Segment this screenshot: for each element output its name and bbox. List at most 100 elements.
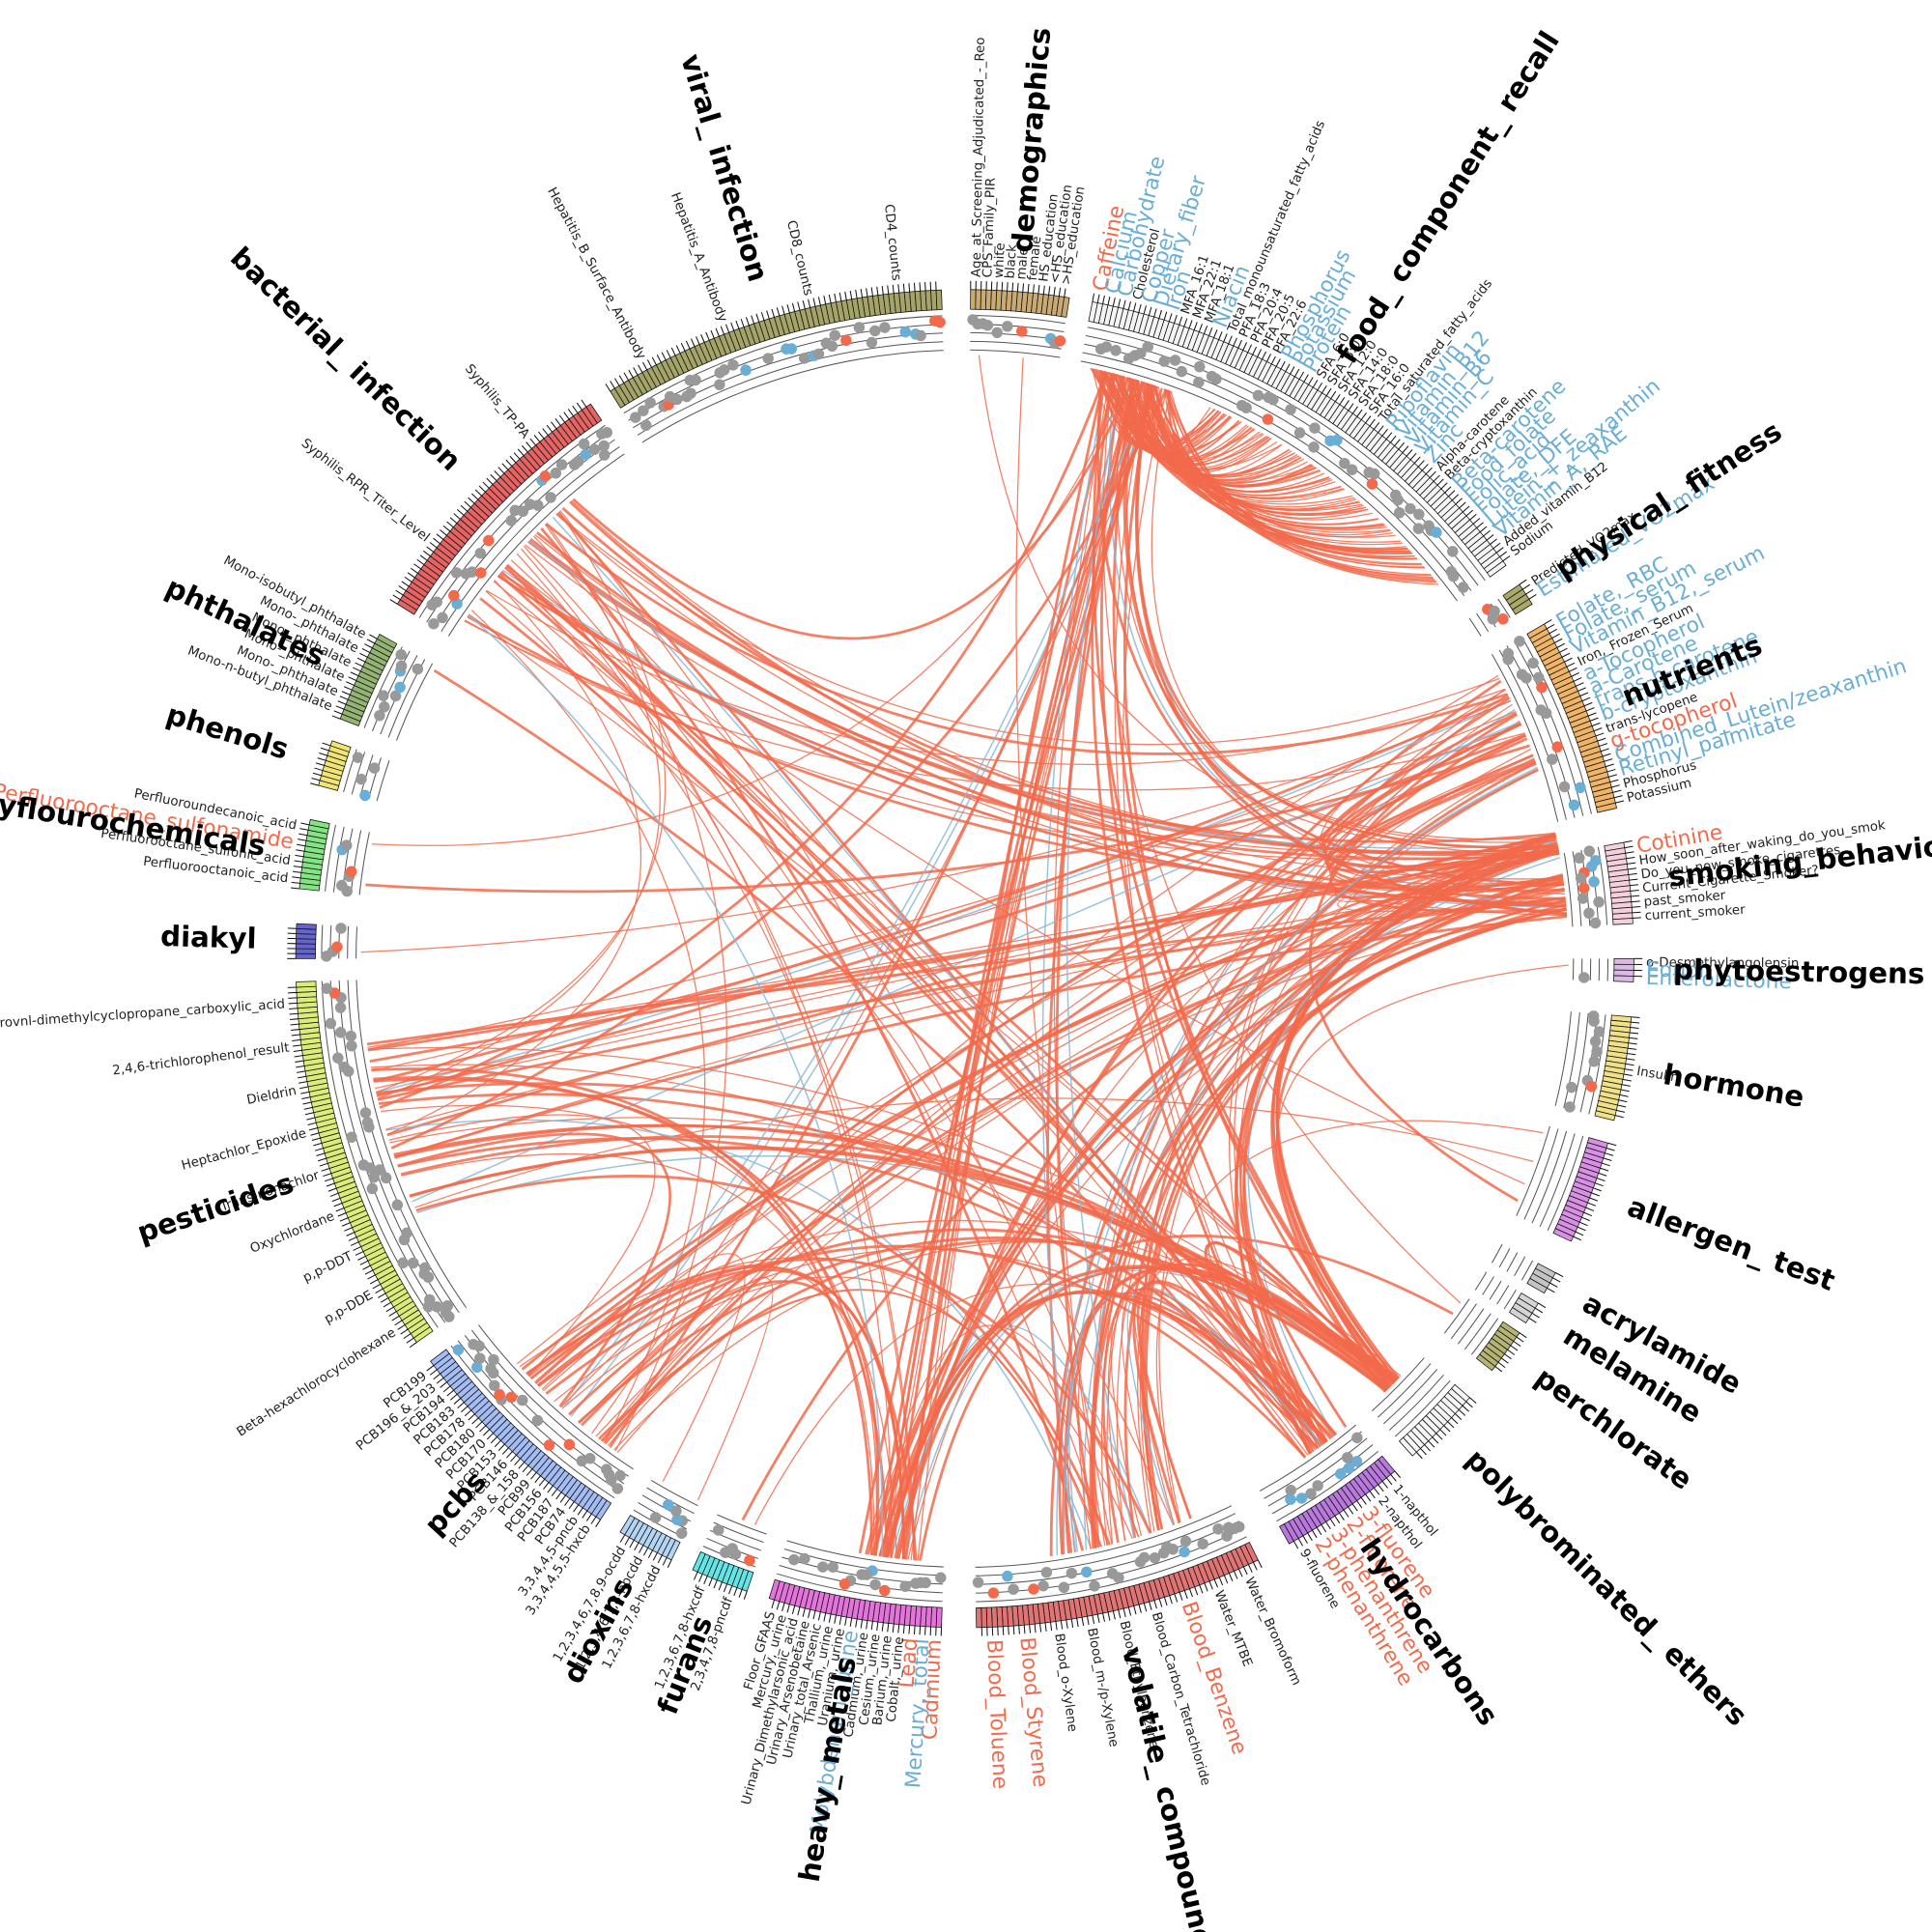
track-dot <box>1393 507 1406 519</box>
sector-tick <box>312 772 322 777</box>
track-dot <box>1089 1580 1100 1592</box>
sector-tick <box>1188 320 1193 329</box>
track-line <box>1506 1252 1519 1272</box>
sector-tick <box>1631 1016 1640 1019</box>
sector-tick <box>802 1607 806 1617</box>
variable-label: white <box>992 242 1009 278</box>
sector-tick <box>314 767 324 772</box>
sector-tick <box>355 1251 364 1256</box>
sector-tick <box>1614 1115 1624 1119</box>
track-dot <box>812 348 825 360</box>
sector-tick <box>353 667 361 672</box>
track-line <box>1496 1285 1510 1305</box>
sector-tick <box>1293 368 1300 378</box>
sector-tick <box>1049 1622 1053 1632</box>
sector-tick <box>1153 1600 1157 1609</box>
sector-name: phenols <box>162 697 293 766</box>
sector-tick <box>400 1328 409 1335</box>
sector-tick <box>1579 1221 1588 1227</box>
sector-tick <box>1596 1178 1605 1181</box>
link <box>1329 760 1567 913</box>
sector-tick <box>924 281 926 291</box>
link <box>866 898 1567 1555</box>
sector-tick <box>908 1625 911 1634</box>
sector-tick <box>1499 551 1508 557</box>
track-dot <box>357 1159 370 1171</box>
sector-tick <box>624 1537 630 1546</box>
track-line <box>1516 1125 1550 1216</box>
sector-tick <box>429 542 438 549</box>
link <box>1152 384 1406 550</box>
sector-tick <box>1619 1094 1629 1097</box>
sector-tick <box>343 686 353 691</box>
track-dot <box>1100 341 1113 353</box>
track-line <box>1388 1374 1444 1431</box>
track-dot <box>391 1199 404 1211</box>
sector-tick <box>362 1264 371 1270</box>
track-line <box>1377 1363 1432 1418</box>
sector-tick <box>1528 593 1537 600</box>
variable-label: p,p-DDE <box>322 1289 375 1327</box>
track-dot <box>397 1257 409 1269</box>
sector-tick <box>1591 1192 1601 1197</box>
sector-bar <box>970 289 977 310</box>
link <box>581 887 1565 1427</box>
link <box>545 523 1509 755</box>
link <box>910 381 1143 1560</box>
sector-tick <box>293 1044 301 1047</box>
sector-tick <box>530 1471 537 1480</box>
sector-tick <box>855 289 858 298</box>
track-dot <box>1028 1583 1039 1595</box>
track-line <box>347 925 350 959</box>
track-line <box>1080 360 1458 602</box>
sector-tick <box>1325 387 1332 396</box>
variable-label: 2,4,6-trichlorophenol_result <box>112 1040 291 1078</box>
sector-tick <box>1602 753 1611 757</box>
sector-tick <box>573 1504 580 1513</box>
sector-tick <box>1378 1484 1384 1492</box>
sector-tick <box>298 1081 308 1084</box>
track-dot <box>325 1017 337 1030</box>
sector-tick <box>1081 1617 1085 1627</box>
sector-tick <box>662 1557 668 1566</box>
sector-tick <box>751 315 755 325</box>
track-dot <box>379 701 390 713</box>
link <box>401 1152 875 1556</box>
sector-tick <box>291 881 300 884</box>
track-dot <box>671 393 683 406</box>
sector-tick <box>1516 1336 1524 1343</box>
track-line <box>717 1514 767 1535</box>
sector-tick <box>1033 284 1035 294</box>
sector-tick <box>1579 692 1589 696</box>
sector-tick <box>446 521 454 528</box>
sector-tick <box>529 438 536 446</box>
track-dot <box>1578 882 1590 895</box>
sector-tick <box>440 529 447 536</box>
sector-tick <box>1601 748 1609 753</box>
track-dot <box>798 353 810 364</box>
sector-tick <box>1589 1197 1599 1202</box>
sector-tick <box>1325 1521 1331 1530</box>
sector-tick <box>1298 371 1305 380</box>
track-dot <box>1179 1535 1192 1548</box>
sector-tick <box>577 1507 583 1516</box>
track-dot <box>1210 373 1222 385</box>
track-line <box>1259 1424 1357 1492</box>
sector-tick <box>486 477 494 485</box>
sector-tick <box>433 537 440 545</box>
link <box>1135 383 1568 916</box>
sector-tick <box>1252 346 1258 355</box>
sector-tick <box>791 1605 796 1614</box>
sector-tick <box>1373 1487 1380 1495</box>
variable-label: black <box>1004 243 1020 279</box>
track-line <box>970 349 1061 358</box>
sector-tick <box>715 327 720 337</box>
sector-bar <box>329 740 352 753</box>
sector-tick <box>1042 285 1045 295</box>
variable-label: female <box>1026 236 1044 281</box>
sector-tick <box>497 1443 505 1451</box>
sector-tick <box>326 1182 335 1187</box>
sector-bar <box>1613 957 1634 965</box>
track-dot <box>1040 1566 1053 1578</box>
sector-tick <box>1406 449 1413 457</box>
